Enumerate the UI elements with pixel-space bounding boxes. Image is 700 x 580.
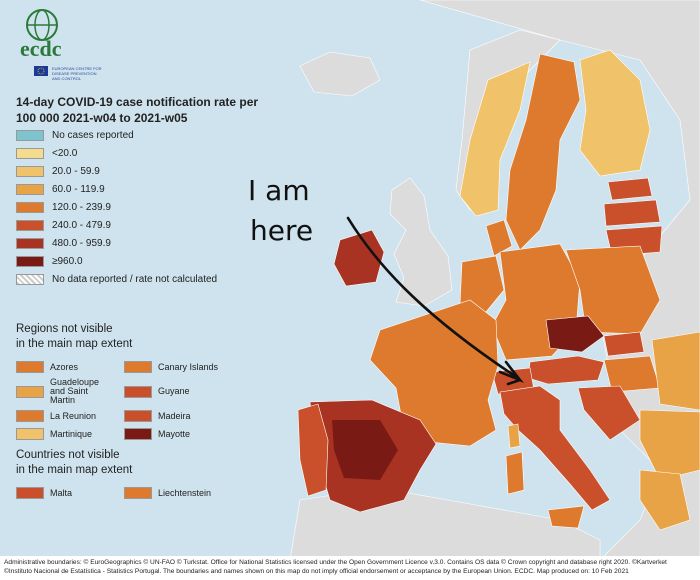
region-swatch [16,410,44,422]
region-swatch [16,361,44,373]
legend-label: <20.0 [52,147,78,159]
region-swatch [16,385,44,398]
legend-item: No data reported / rate not calculated [16,270,217,288]
regions-grid: Azores Canary Islands Guadeloupe and Sai… [16,360,224,441]
legend-label: No cases reported [52,129,134,141]
country-swatch [16,487,44,499]
legend-item: 480.0 - 959.9 [16,234,217,252]
region-item: Madeira [124,409,224,423]
country-label: Malta [50,487,73,498]
globe-icon [26,9,58,41]
legend-label: No data reported / rate not calculated [52,273,218,285]
finland [579,49,651,177]
eu-flag-icon [34,66,48,76]
regions-heading: Regions not visible in the main map exte… [16,323,133,350]
norway-data [459,61,531,217]
legend-label: 480.0 - 959.9 [52,237,111,249]
region-swatch [124,385,152,398]
united-kingdom [389,177,453,307]
legend-item: ≥960.0 [16,252,217,270]
annotation-arrow [346,216,524,386]
legend-swatch [16,255,44,267]
legend-item: 20.0 - 59.9 [16,162,217,180]
slovenia-croatia [577,385,641,441]
region-item: Mayotte [124,427,224,441]
legend-swatch [16,129,44,141]
ireland [333,229,385,287]
sweden [505,53,581,251]
legend-item: 60.0 - 119.9 [16,180,217,198]
legend-swatch [16,165,44,177]
legend-swatch [16,237,44,249]
legend-swatch [16,201,44,213]
countries-heading: Countries not visible in the main map ex… [16,449,133,476]
region-swatch [16,428,44,440]
region-item: La Reunion [16,409,120,423]
region-label: Canary Islands [158,361,219,372]
region-swatch [124,428,152,440]
country-item: Malta [16,486,120,500]
legend-swatch [16,219,44,231]
region-label: Azores [50,361,79,372]
region-label: Guadeloupe and Saint Martin [50,377,100,405]
region-item: Guadeloupe and Saint Martin [16,378,120,405]
logo-text: ecdc [20,36,62,61]
region-label: Martinique [50,428,93,439]
logo-subtitle: EUROPEAN CENTRE FOR DISEASE PREVENTION A… [52,66,102,81]
region-item: Guyane [124,378,224,405]
legend-label: 120.0 - 239.9 [52,201,111,213]
country-label: Liechtenstein [158,487,212,498]
legend-item: 240.0 - 479.9 [16,216,217,234]
footer-attribution: Administrative boundaries: © EuroGeograp… [0,556,700,580]
estonia [607,177,653,201]
legend: No cases reported <20.0 20.0 - 59.9 60.0… [16,126,217,288]
region-item: Canary Islands [124,360,224,374]
ecdc-logo: ecdc EUROPEAN CENTRE FOR DISEASE PREVENT… [20,8,110,81]
balkans [639,409,700,481]
legend-label: 240.0 - 479.9 [52,219,111,231]
denmark [485,219,513,257]
portugal [297,403,329,497]
legend-item: No cases reported [16,126,217,144]
region-label: Mayotte [158,428,191,439]
sicily [547,505,585,529]
corsica [507,423,521,449]
latvia [603,199,661,227]
region-item: Martinique [16,427,120,441]
iceland [299,51,381,97]
region-item: Azores [16,360,120,374]
legend-swatch [16,273,44,285]
legend-swatch [16,183,44,195]
austria [527,355,605,385]
romania [651,331,700,411]
czechia [545,315,605,353]
slovakia [603,331,645,357]
region-label: La Reunion [50,410,97,421]
country-item: Liechtenstein [124,486,224,500]
region-swatch [124,410,152,422]
legend-swatch [16,147,44,159]
legend-item: 120.0 - 239.9 [16,198,217,216]
netherlands-belgium [459,255,505,313]
sardinia [505,451,525,495]
region-label: Guyane [158,386,190,396]
spain-central [332,420,398,480]
legend-label: ≥960.0 [52,255,83,267]
legend-label: 20.0 - 59.9 [52,165,100,177]
country-swatch [124,487,152,499]
map-title: 14-day COVID-19 case notification rate p… [16,95,259,125]
countries-grid: Malta Liechtenstein [16,486,224,500]
region-label: Madeira [158,410,191,421]
legend-label: 60.0 - 119.9 [52,183,105,195]
annotation-line1: I am [248,174,310,207]
greece [639,469,691,531]
annotation-line2: here [250,214,313,247]
france [369,299,499,447]
region-swatch [124,361,152,373]
legend-item: <20.0 [16,144,217,162]
